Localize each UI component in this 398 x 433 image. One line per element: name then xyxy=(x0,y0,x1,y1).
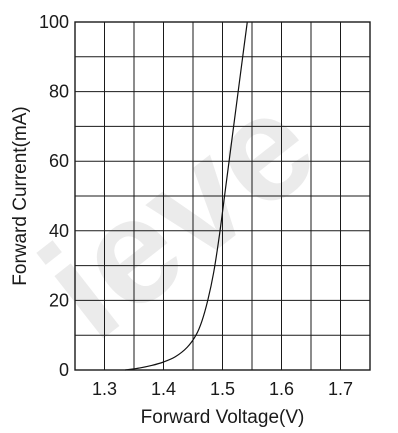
x-tick-label: 1.5 xyxy=(210,379,235,399)
y-tick-label: 80 xyxy=(49,82,69,102)
x-tick-label: 1.6 xyxy=(269,379,294,399)
y-axis-label: Forward Current(mA) xyxy=(10,106,31,285)
x-tick-label: 1.3 xyxy=(92,379,117,399)
x-tick-labels: 1.3 1.4 1.5 1.6 1.7 xyxy=(92,379,353,399)
watermark-text: ieve xyxy=(11,58,344,370)
watermark: ieve xyxy=(11,58,344,370)
x-tick-label: 1.7 xyxy=(328,379,353,399)
y-tick-label: 100 xyxy=(39,12,69,32)
x-axis-label: Forward Voltage(V) xyxy=(141,407,305,428)
x-tick-label: 1.4 xyxy=(151,379,176,399)
y-tick-label: 60 xyxy=(49,151,69,171)
y-tick-labels: 0 20 40 60 80 100 xyxy=(39,12,69,380)
y-tick-label: 20 xyxy=(49,290,69,310)
y-tick-label: 40 xyxy=(49,221,69,241)
y-tick-label: 0 xyxy=(59,360,69,380)
series-line xyxy=(125,21,248,371)
grid xyxy=(75,22,370,370)
plot-frame xyxy=(74,21,371,371)
curve-layer xyxy=(125,21,248,371)
